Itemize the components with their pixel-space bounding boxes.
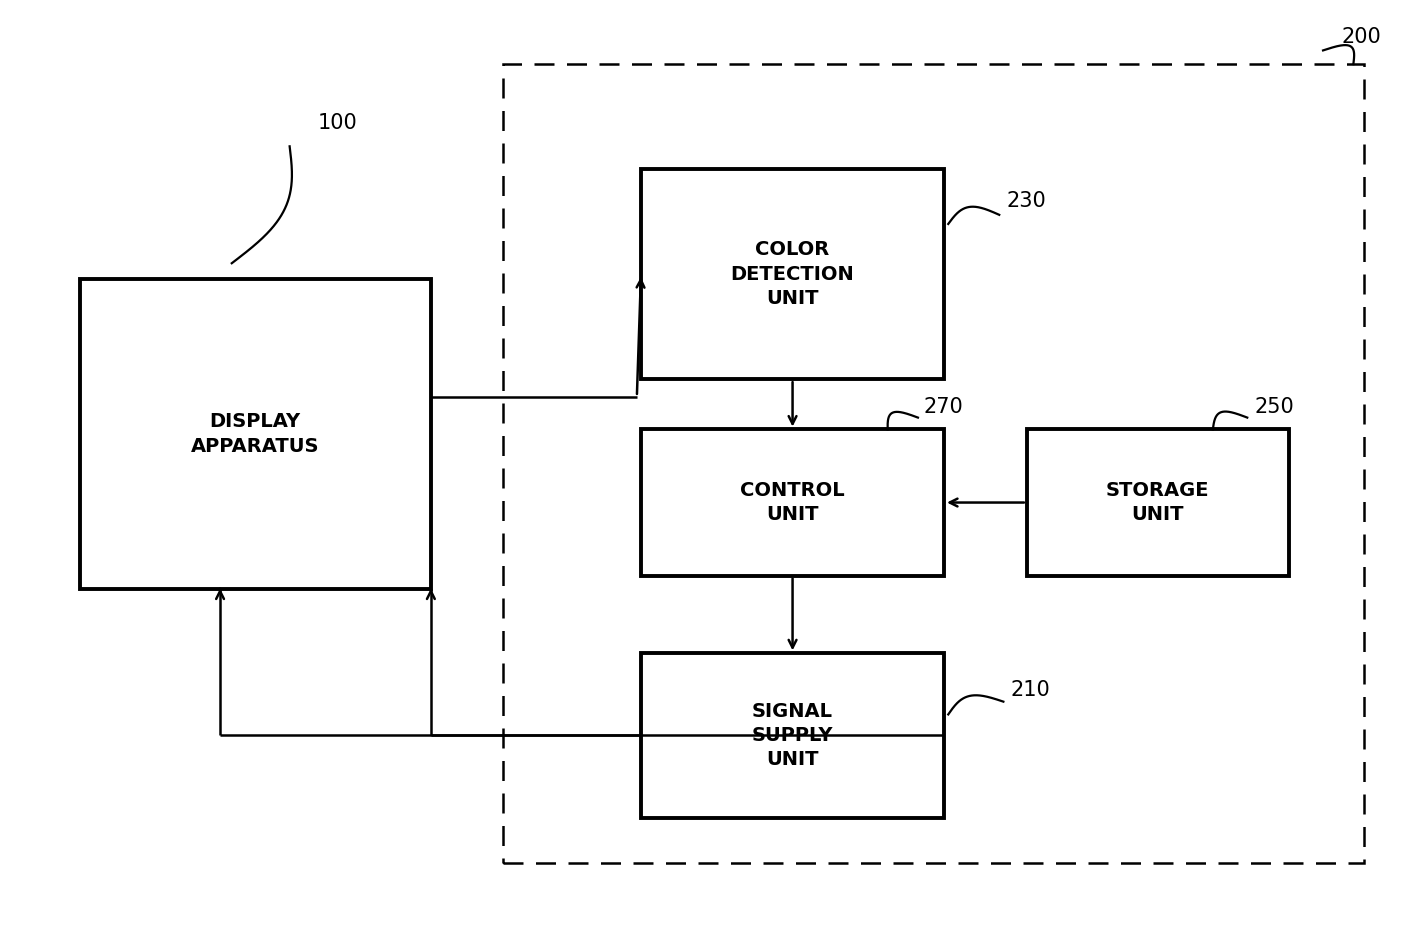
Text: STORAGE
UNIT: STORAGE UNIT <box>1107 481 1209 524</box>
Text: 200: 200 <box>1341 27 1382 47</box>
Bar <box>80 279 430 589</box>
Text: 230: 230 <box>1007 191 1046 212</box>
Text: SIGNAL
SUPPLY
UNIT: SIGNAL SUPPLY UNIT <box>752 702 834 769</box>
Bar <box>641 430 945 576</box>
Text: COLOR
DETECTION
UNIT: COLOR DETECTION UNIT <box>731 240 855 308</box>
Bar <box>641 653 945 817</box>
Text: 210: 210 <box>1011 679 1050 700</box>
Text: 270: 270 <box>924 397 963 417</box>
Bar <box>503 64 1364 863</box>
Text: DISPLAY
APPARATUS: DISPLAY APPARATUS <box>191 412 319 456</box>
Text: 100: 100 <box>318 114 357 133</box>
Bar <box>1026 430 1289 576</box>
Bar <box>641 170 945 379</box>
Text: 250: 250 <box>1254 397 1294 417</box>
Text: CONTROL
UNIT: CONTROL UNIT <box>740 481 845 524</box>
